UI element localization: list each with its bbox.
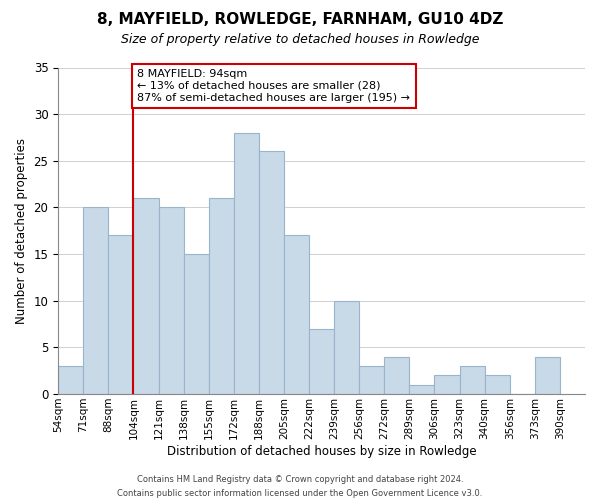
Bar bbox=[83, 208, 109, 394]
Bar bbox=[158, 208, 184, 394]
Bar bbox=[109, 236, 133, 394]
Bar bbox=[309, 328, 334, 394]
Text: 8, MAYFIELD, ROWLEDGE, FARNHAM, GU10 4DZ: 8, MAYFIELD, ROWLEDGE, FARNHAM, GU10 4DZ bbox=[97, 12, 503, 28]
Text: Contains HM Land Registry data © Crown copyright and database right 2024.
Contai: Contains HM Land Registry data © Crown c… bbox=[118, 476, 482, 498]
Bar bbox=[184, 254, 209, 394]
Y-axis label: Number of detached properties: Number of detached properties bbox=[15, 138, 28, 324]
Bar bbox=[460, 366, 485, 394]
Bar bbox=[133, 198, 158, 394]
Bar bbox=[434, 376, 460, 394]
Bar bbox=[359, 366, 384, 394]
Text: Size of property relative to detached houses in Rowledge: Size of property relative to detached ho… bbox=[121, 32, 479, 46]
Bar bbox=[259, 152, 284, 394]
Bar bbox=[384, 356, 409, 394]
Text: 8 MAYFIELD: 94sqm
← 13% of detached houses are smaller (28)
87% of semi-detached: 8 MAYFIELD: 94sqm ← 13% of detached hous… bbox=[137, 70, 410, 102]
Bar bbox=[485, 376, 510, 394]
Bar bbox=[209, 198, 234, 394]
Bar bbox=[409, 384, 434, 394]
Bar bbox=[535, 356, 560, 394]
Bar bbox=[58, 366, 83, 394]
Bar bbox=[284, 236, 309, 394]
Bar bbox=[234, 133, 259, 394]
X-axis label: Distribution of detached houses by size in Rowledge: Distribution of detached houses by size … bbox=[167, 444, 476, 458]
Bar bbox=[334, 300, 359, 394]
